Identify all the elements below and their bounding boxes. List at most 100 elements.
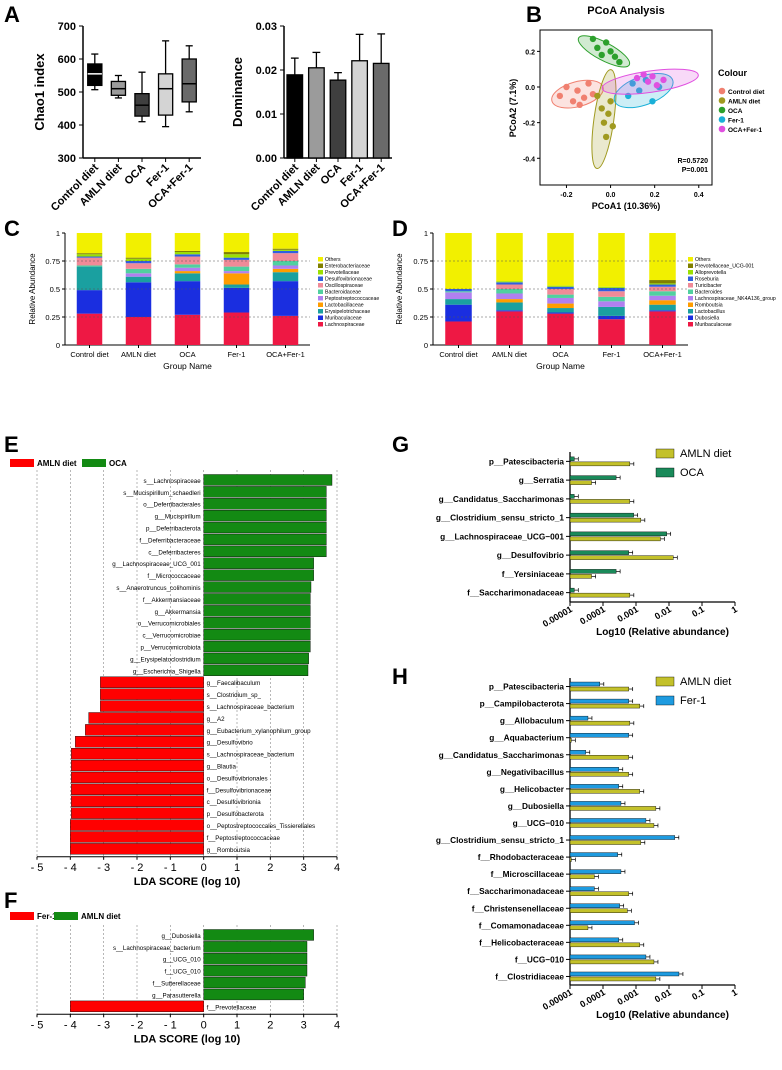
lda-row-11: g__Akkermansia — [155, 605, 311, 617]
legend-swatch — [82, 459, 106, 467]
lda-bar — [70, 831, 204, 843]
lda-bar — [203, 581, 312, 593]
bar-a — [569, 720, 631, 726]
lda-row-13: c__Verrucomicrobiae — [143, 629, 311, 641]
lda-bar — [203, 953, 308, 965]
bar-a — [569, 772, 629, 777]
log-row-10: f__Rhodobacteraceae — [478, 852, 623, 862]
bar — [351, 60, 369, 159]
box-3 — [157, 40, 174, 128]
stack-segment — [649, 283, 676, 285]
stack-segment — [125, 317, 152, 345]
legend-label: Peptostreptococcaceae — [325, 296, 379, 302]
lda-label: g__Faecalibaculum — [207, 680, 261, 687]
bar-b — [569, 587, 575, 593]
stack-segment — [445, 292, 472, 300]
x-tick-label: Control diet — [439, 350, 478, 359]
lda-row-12: o__Verrucomicrobiales — [138, 617, 311, 629]
log-row-5: g__Desulfovibrio — [497, 550, 678, 560]
row-label: f__Comamonadaceae — [479, 920, 565, 930]
stack-4 — [272, 233, 299, 345]
stack-segment — [547, 303, 574, 309]
legend-label: OCA — [680, 467, 705, 479]
scatter-point — [629, 80, 636, 87]
bar-a — [569, 874, 595, 879]
stack-segment — [272, 265, 299, 269]
scatter-point — [644, 78, 652, 85]
bar-b — [569, 920, 635, 926]
scatter-point — [594, 92, 601, 100]
x-tick-label: 0.0001 — [578, 604, 607, 626]
lda-bar — [203, 941, 308, 953]
stack-segment — [649, 284, 676, 287]
x-tick-label: 4 — [334, 862, 340, 874]
y-axis-label: PCoA2 (7.1%) — [508, 79, 518, 138]
bar — [372, 62, 390, 159]
legend-swatch — [54, 912, 78, 920]
confidence-ellipse — [591, 69, 617, 169]
lda-bar — [71, 795, 204, 807]
x-tick-label: 0.01 — [653, 604, 673, 621]
lda-bar — [203, 965, 308, 977]
scatter-point — [576, 101, 583, 109]
scatter-point — [609, 123, 616, 130]
stack-3 — [223, 233, 250, 345]
x-tick-label: 0.00001 — [541, 604, 574, 629]
lda-label: f__UCG_010 — [165, 969, 202, 976]
log-row-4: g__Lachnospiraceae_UCG−001 — [440, 531, 672, 541]
stack-segment — [125, 268, 152, 274]
legend-label: OCA+Fer-1 — [728, 127, 763, 134]
stack-segment — [649, 280, 676, 284]
bar-4 — [372, 33, 390, 159]
row-label: g__Candidatus_Saccharimonas — [439, 750, 565, 760]
lda-row-31: g__Romboutsia — [70, 843, 251, 855]
lda-bar — [203, 545, 327, 558]
lda-label: f__Deferribacteraceae — [139, 537, 201, 544]
bar-a — [569, 755, 629, 760]
legend-swatch — [688, 283, 693, 288]
row-label: f__Yersiniaceae — [502, 569, 565, 579]
scatter-point — [611, 53, 619, 60]
legend-label: AMLN diet — [81, 912, 121, 921]
stack-segment — [125, 258, 152, 261]
bar-a — [569, 908, 628, 913]
panel-letter-h: H — [392, 664, 408, 689]
lda-bar — [70, 819, 204, 831]
legend-label: OCA — [728, 108, 743, 115]
log-row-2: g__Candidatus_Saccharimonas — [439, 494, 635, 504]
series-4 — [601, 68, 699, 95]
lda-label: f__Peptostreptococcaceae — [207, 835, 281, 842]
scatter-point — [636, 87, 643, 94]
row-label: p__Patescibacteria — [489, 456, 565, 466]
y-tick-label: 0.25 — [413, 313, 428, 322]
lda-bar — [100, 700, 204, 712]
x-tick-label: 0.0001 — [578, 987, 607, 1009]
legend-title: Colour — [718, 68, 747, 78]
scatter-point — [616, 58, 623, 66]
lda-row-6: c__Deferribacteres — [148, 545, 327, 558]
y-axis-label: Relative Abundance — [28, 253, 37, 325]
stack-segment — [496, 281, 523, 283]
x-tick-label: - 5 — [31, 862, 44, 874]
legend-swatch — [688, 315, 693, 320]
legend-swatch — [318, 315, 323, 320]
x-tick-label: AMLN diet — [492, 350, 528, 359]
lda-label: g__A2 — [207, 716, 225, 723]
lda-bar — [71, 759, 204, 772]
series-1 — [591, 69, 617, 169]
legend-label: Fer-1 — [728, 118, 744, 125]
stack-segment — [272, 272, 299, 282]
lda-bar — [203, 629, 311, 641]
lda-bar — [203, 929, 314, 941]
stack-segment — [649, 300, 676, 305]
log-row-3: g__Clostridium_sensu_stricto_1 — [436, 512, 646, 523]
bar-a — [569, 942, 640, 948]
bar-b — [569, 869, 622, 874]
x-tick-label: OCA — [552, 350, 568, 359]
bar-b — [569, 512, 634, 518]
scatter-point — [585, 80, 592, 87]
y-tick-label: 0.00 — [256, 153, 277, 165]
scatter-point — [640, 71, 647, 78]
lda-bar — [70, 1000, 204, 1013]
stack-segment — [125, 273, 152, 277]
